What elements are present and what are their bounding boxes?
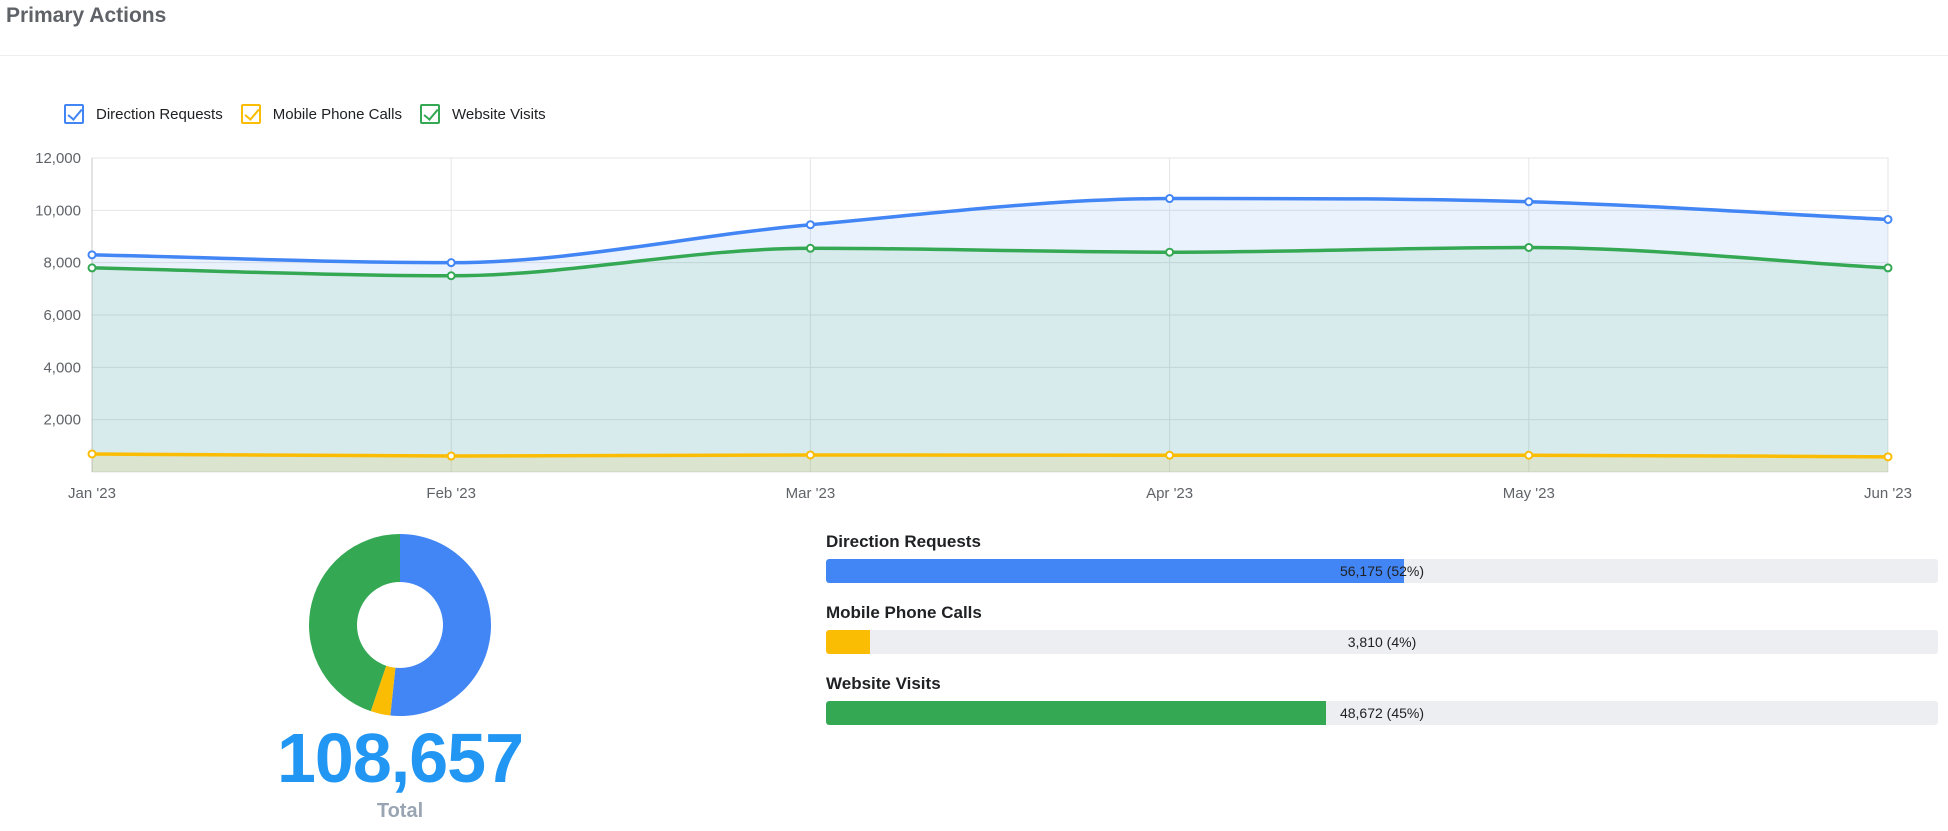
page-title: Primary Actions [6, 4, 167, 27]
data-point [1165, 194, 1175, 204]
bar-fill [826, 701, 1327, 725]
donut-slice [390, 534, 491, 716]
line-chart: 2,000 4,000 6,000 8,000 10,000 12,000 Jan '23 F… [35, 150, 1912, 502]
bar-title: Direction Requests [826, 532, 981, 551]
data-point [1524, 197, 1534, 207]
y-tick-label: 8,000 [43, 255, 81, 272]
checkbox-icon[interactable] [240, 104, 261, 124]
x-tick-label: Feb '23 [426, 485, 476, 502]
y-tick-label: 6,000 [43, 307, 81, 324]
bar-track: 3,810 (4%) [826, 630, 1938, 654]
donut-chart [309, 534, 491, 716]
bar-title: Website Visits [826, 674, 941, 693]
series-line [91, 245, 1889, 278]
data-point [87, 449, 97, 459]
bar-row-direction-requests: Direction Requests 56,175 (52%) [826, 533, 1938, 604]
bar-value: 56,175 (52%) [1339, 563, 1425, 579]
series-area [92, 198, 1888, 472]
y-tick-label: 4,000 [43, 359, 81, 376]
legend-label: Direction Requests [96, 105, 223, 123]
bar-fill [826, 559, 1405, 583]
total-value: 108,657 [276, 719, 524, 797]
x-tick-label: Mar '23 [786, 485, 836, 502]
bar-title: Mobile Phone Calls [826, 603, 982, 622]
data-point [446, 271, 456, 281]
bar-track: 56,175 (52%) [826, 559, 1938, 583]
legend-item-mobile-phone-calls[interactable]: Mobile Phone Calls [240, 104, 402, 124]
chart-legend: Direction Requests Mobile Phone Calls We… [64, 102, 564, 126]
x-tick-label: Jun '23 [1864, 485, 1912, 502]
data-point [805, 243, 815, 253]
data-point [1883, 263, 1893, 273]
bar-row-mobile-phone-calls: Mobile Phone Calls 3,810 (4%) [826, 604, 1938, 675]
legend-label: Mobile Phone Calls [272, 105, 402, 123]
y-tick-label: 12,000 [35, 150, 81, 167]
y-tick-label: 2,000 [43, 412, 81, 429]
series-area [92, 453, 1888, 472]
y-tick-label: 10,000 [35, 202, 81, 219]
data-point [446, 451, 456, 461]
checkbox-icon[interactable] [419, 104, 440, 124]
x-tick-label: May '23 [1503, 485, 1555, 502]
total-label: Total [376, 800, 424, 822]
bar-fill [826, 630, 871, 654]
x-tick-label: Jan '23 [68, 485, 116, 502]
data-point [1524, 450, 1534, 460]
breakdown-bars: Direction Requests 56,175 (52%) Mobile P… [826, 533, 1938, 746]
data-point [1883, 452, 1893, 462]
donut-slice [370, 665, 396, 716]
data-point [87, 250, 97, 260]
data-point [446, 258, 456, 268]
series-line [91, 452, 1889, 459]
series-line [91, 196, 1889, 265]
data-point [1883, 214, 1893, 224]
legend-item-website-visits[interactable]: Website Visits [419, 104, 546, 124]
bar-row-website-visits: Website Visits 48,672 (45%) [826, 675, 1938, 746]
header: Primary Actions [0, 0, 1948, 56]
legend-item-direction-requests[interactable]: Direction Requests [64, 104, 223, 124]
data-point [1165, 247, 1175, 257]
donut-slice [309, 534, 400, 712]
data-point [1524, 242, 1534, 252]
x-tick-label: Apr '23 [1146, 485, 1193, 502]
series-area [92, 247, 1888, 472]
bar-value: 3,810 (4%) [1347, 634, 1417, 650]
bar-track: 48,672 (45%) [826, 701, 1938, 725]
checkbox-icon[interactable] [64, 104, 84, 124]
data-point [1165, 450, 1175, 460]
bar-value: 48,672 (45%) [1339, 705, 1425, 721]
legend-label: Website Visits [451, 105, 546, 123]
data-point [805, 220, 815, 230]
data-point [87, 263, 97, 273]
data-point [805, 450, 815, 460]
